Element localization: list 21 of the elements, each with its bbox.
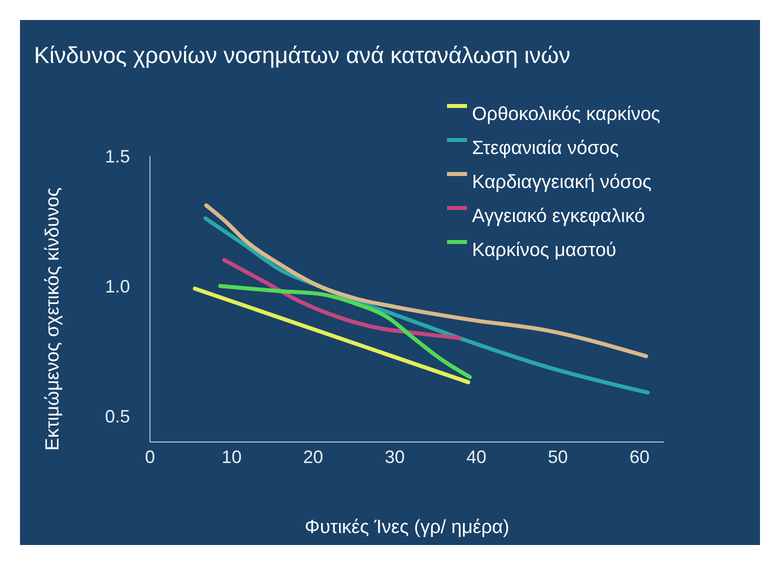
legend-label: Καρκίνος μαστού bbox=[471, 239, 618, 263]
line-series bbox=[222, 258, 462, 340]
chart-title: Κίνδυνος χρονίων νοσημάτων ανά κατανάλωση ινών bbox=[34, 42, 570, 69]
x-tick-label: 50 bbox=[548, 446, 568, 467]
line-series bbox=[218, 284, 472, 379]
x-tick-label: 30 bbox=[384, 446, 405, 467]
x-axis-title: Φυτικές Ίνες (γρ/ ημέρα) bbox=[304, 517, 510, 538]
y-tick-label: 1.0 bbox=[104, 276, 130, 296]
x-tick-label: 0 bbox=[144, 446, 156, 467]
y-tick-label: 1.5 bbox=[104, 146, 130, 166]
x-tick-label: 60 bbox=[630, 446, 650, 467]
x-tick-label: 10 bbox=[222, 446, 242, 467]
y-tick-label: 0.5 bbox=[104, 406, 130, 426]
x-tick-label: 40 bbox=[466, 446, 486, 467]
x-tick-label: 20 bbox=[303, 446, 324, 467]
line-series bbox=[204, 203, 648, 358]
legend-label: Στεφανιαία νόσος bbox=[471, 137, 620, 161]
y-axis-title: Εκτιμώμενος σχετικός κίνδυνος bbox=[42, 187, 64, 451]
legend-label: Ορθοκολικός καρκίνος bbox=[471, 103, 662, 127]
legend-label: Καρδιαγγειακή νόσος bbox=[471, 171, 653, 195]
legend-label: Αγγειακό εγκεφαλικό bbox=[471, 205, 646, 229]
